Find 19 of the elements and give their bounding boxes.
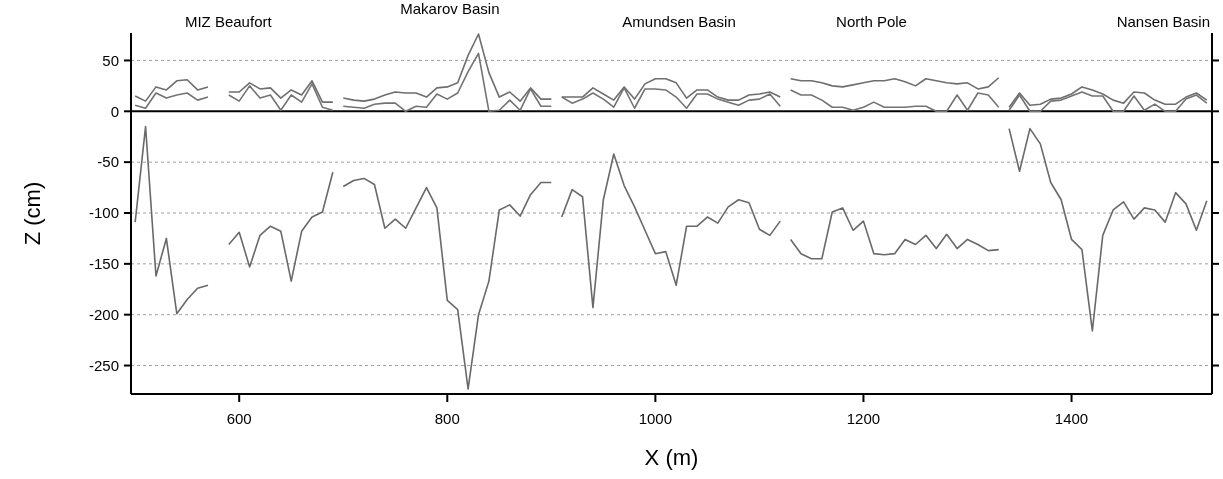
x-tick-label: 600 xyxy=(226,410,252,427)
x-tick-label: 1000 xyxy=(638,410,673,427)
y-tick-label: -250 xyxy=(88,356,119,374)
y-axis-title: Z (cm) xyxy=(20,181,45,246)
text: Amundsen Basin xyxy=(622,13,736,31)
x-tick-label: 1400 xyxy=(1054,410,1089,427)
y-tick-label: -200 xyxy=(88,305,119,323)
y-tick-label: 0 xyxy=(110,102,119,120)
text: MIZ Beaufort xyxy=(184,13,273,31)
x-axis-title: X (m) xyxy=(644,445,699,470)
y-tick-label: -150 xyxy=(88,255,119,273)
text: Nansen Basin xyxy=(1116,13,1211,31)
x-tick-label: 800 xyxy=(434,410,460,427)
text: North Pole xyxy=(836,13,907,31)
text: Makarov Basin xyxy=(400,0,500,18)
x-tick-label: 1200 xyxy=(846,410,881,427)
y-tick-label: -100 xyxy=(88,204,119,222)
y-tick-label: 50 xyxy=(102,51,119,69)
y-tick-label: -50 xyxy=(97,153,119,171)
